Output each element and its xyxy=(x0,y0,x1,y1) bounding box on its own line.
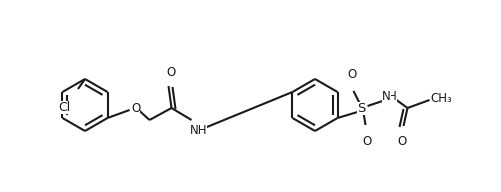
Text: O: O xyxy=(131,103,140,116)
Text: O: O xyxy=(396,135,405,148)
Text: NH: NH xyxy=(189,124,207,137)
Text: O: O xyxy=(346,68,355,81)
Text: S: S xyxy=(357,102,365,114)
Text: O: O xyxy=(165,66,175,79)
Text: N: N xyxy=(381,90,390,103)
Text: CH₃: CH₃ xyxy=(430,92,451,104)
Text: O: O xyxy=(361,135,370,148)
Text: Cl: Cl xyxy=(59,101,71,114)
Text: H: H xyxy=(387,90,396,103)
